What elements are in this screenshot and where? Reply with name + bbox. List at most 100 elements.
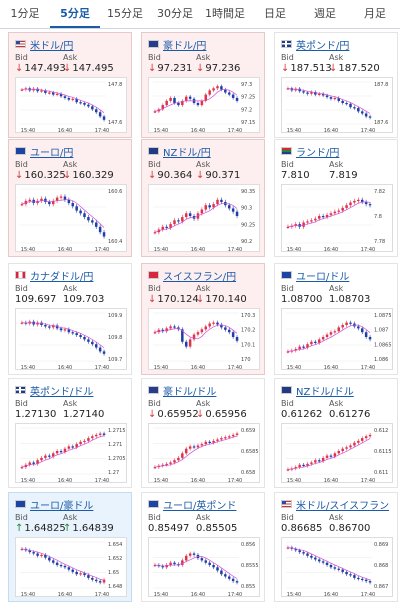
- candle-body: [314, 460, 317, 463]
- tab-1[interactable]: 5分足: [50, 0, 100, 28]
- candlestick-chart[interactable]: 147.8 147.6 15:40 16:40 17:40: [15, 77, 127, 134]
- currency-pair-link[interactable]: スイスフラン/円: [163, 271, 237, 283]
- rate-card[interactable]: ランド/円 Bid Ask 7.810 7.819 7.82 7.8 7.78 15:40 16:…: [274, 139, 398, 257]
- ask-label: Ask: [63, 399, 78, 408]
- currency-pair-link[interactable]: ユーロ/豪ドル: [30, 500, 94, 512]
- candlestick-chart[interactable]: 1.654 1.652 1.65 1.648 15:40 16:40 17:40: [15, 537, 127, 598]
- tab-3[interactable]: 30分足: [157, 7, 193, 20]
- candle-body: [306, 92, 309, 94]
- rate-card[interactable]: NZドル/円 Bid Ask ↓90.364 ↓90.371 90.35 90.3 90.25…: [141, 139, 265, 257]
- candle-body: [200, 100, 204, 106]
- candle-body: [345, 205, 348, 208]
- moving-average-line: [21, 435, 105, 468]
- ask-value: 0.86700: [329, 523, 371, 534]
- currency-pair-link[interactable]: NZドル/ドル: [296, 386, 354, 398]
- candlestick-chart[interactable]: 0.869 0.868 0.867 15:40 16:40 17:40: [281, 537, 393, 598]
- currency-pair-link[interactable]: 米ドル/スイスフラン: [296, 500, 390, 512]
- tab-5[interactable]: 日足: [264, 7, 286, 20]
- candle-body: [184, 213, 188, 218]
- currency-pair-link[interactable]: ユーロ/英ポンド: [163, 500, 237, 512]
- candlestick-chart[interactable]: 0.659 0.6585 0.658 15:40 16:40 17:40: [148, 423, 260, 484]
- y-tick-label: 109.9: [108, 313, 122, 319]
- rate-card[interactable]: 豪ドル/ドル Bid Ask ↓0.65952 ↓0.65956 0.659 0.6585 0…: [141, 378, 265, 488]
- candlestick-chart[interactable]: 97.3 97.25 97.2 97.15 15:40 16:40 17:40: [148, 77, 260, 134]
- rate-card[interactable]: 米ドル/スイスフラン Bid Ask 0.86685 0.86700 0.869 0.868…: [274, 492, 398, 602]
- currency-pair-link[interactable]: 英ポンド/ドル: [30, 386, 94, 398]
- y-tick-label: 97.25: [241, 95, 255, 101]
- rate-card[interactable]: NZドル/ドル Bid Ask 0.61262 0.61276 0.612 0.6115 0.…: [274, 378, 398, 488]
- candle-body: [94, 434, 98, 437]
- up-arrow-icon: ↑: [63, 523, 72, 534]
- rate-card[interactable]: 豪ドル/円 Bid Ask ↓97.231 ↓97.236 97.3 97.25 97.2 97…: [141, 32, 265, 138]
- candlestick-chart[interactable]: 1.2715 1.271 1.2705 1.27 15:40 16:40 17:40: [15, 423, 127, 484]
- rate-card[interactable]: 英ポンド/ドル Bid Ask 1.27130 1.27140 1.2715 1.271 1.…: [8, 378, 132, 488]
- candle-body: [59, 93, 63, 97]
- candle-body: [188, 213, 192, 216]
- candlestick-chart[interactable]: 0.612 0.6115 0.611 15:40 16:40 17:40: [281, 423, 393, 484]
- card-header: 豪ドル/円: [148, 38, 207, 52]
- candlestick-chart[interactable]: 109.9 109.8 109.7 15:40 16:40 17:40: [15, 308, 127, 371]
- rate-card[interactable]: ユーロ/豪ドル Bid Ask ↑1.64825 ↑1.64839 1.654 1.652 1…: [8, 492, 132, 602]
- candle-body: [329, 213, 333, 215]
- candle-body: [341, 569, 344, 572]
- bid-value: 0.85497: [148, 523, 190, 534]
- currency-pair-link[interactable]: 豪ドル/ドル: [163, 386, 217, 398]
- candle-body: [220, 324, 223, 328]
- candle-body: [169, 224, 172, 228]
- candle-body: [317, 460, 321, 462]
- rate-card[interactable]: ユーロ/英ポンド Bid Ask 0.85497 0.85505 0.856 0.8555 0…: [141, 492, 265, 602]
- currency-pair-link[interactable]: NZドル/円: [163, 147, 211, 159]
- candle-body: [212, 204, 215, 208]
- y-tick-label: 1.2715: [108, 428, 126, 434]
- candlestick-chart[interactable]: 0.856 0.8555 0.855 15:40 16:40 17:40: [148, 537, 260, 598]
- moving-average-line: [287, 547, 371, 581]
- rate-card[interactable]: ユーロ/ドル Bid Ask 1.08700 1.08703 1.0875 1.087 1.0…: [274, 263, 398, 375]
- currency-pair-link[interactable]: ランド/円: [296, 147, 340, 159]
- down-arrow-icon: ↓: [148, 294, 157, 305]
- currency-pair-link[interactable]: ユーロ/円: [30, 147, 74, 159]
- currency-pair-link[interactable]: 豪ドル/円: [163, 40, 207, 52]
- rate-card[interactable]: ユーロ/円 Bid Ask ↓160.325 ↓160.329 160.6 160.4 15:…: [8, 139, 132, 257]
- tab-2[interactable]: 15分足: [107, 7, 143, 20]
- tab-4[interactable]: 1時間足: [205, 7, 245, 20]
- ask-label: Ask: [329, 399, 344, 408]
- candle-body: [75, 98, 78, 103]
- candle-body: [306, 553, 309, 556]
- ask-value: 1.27140: [63, 409, 105, 420]
- candle-body: [153, 111, 157, 113]
- candle-body: [231, 332, 235, 337]
- moving-average-line: [21, 88, 105, 114]
- x-tick-label: 16:40: [191, 365, 205, 371]
- currency-pair-link[interactable]: カナダドル/円: [30, 271, 94, 283]
- y-tick-label: 1.65: [108, 570, 119, 576]
- bid-value: ↓187.513: [281, 63, 332, 74]
- candlestick-chart[interactable]: 90.35 90.3 90.25 90.2 15:40 16:40 17:40: [148, 184, 260, 253]
- candle-body: [224, 327, 227, 330]
- candlestick-chart[interactable]: 187.8 187.6 15:40 16:40 17:40: [281, 77, 393, 134]
- candle-body: [314, 218, 317, 221]
- rate-card[interactable]: カナダドル/円 Bid Ask 109.697 109.703 109.9 109.8 109…: [8, 263, 132, 375]
- currency-pair-link[interactable]: 米ドル/円: [30, 40, 74, 52]
- candlestick-chart[interactable]: 160.6 160.4 15:40 16:40 17:40: [15, 184, 127, 253]
- currency-pair-link[interactable]: 英ポンド/円: [296, 40, 350, 52]
- candle-body: [181, 329, 184, 342]
- candle-body: [83, 103, 86, 105]
- candle-body: [55, 451, 59, 454]
- rate-card[interactable]: 英ポンド/円 Bid Ask ↓187.513 ↓187.520 187.8 187.6 15…: [274, 32, 398, 138]
- candle-body: [337, 97, 341, 101]
- rate-card[interactable]: 米ドル/円 Bid Ask ↓147.493 ↓147.495 147.8 147.6 15:…: [8, 32, 132, 138]
- candle-body: [94, 109, 98, 113]
- y-tick-label: 0.867: [374, 584, 388, 590]
- candlestick-chart[interactable]: 7.82 7.8 7.78 15:40 16:40 17:40: [281, 184, 393, 253]
- tab-7[interactable]: 月足: [364, 7, 386, 20]
- candlestick-chart[interactable]: 170.3 170.2 170.1 170 15:40 16:40 17:40: [148, 308, 260, 371]
- candle-body: [364, 436, 368, 439]
- candle-body: [321, 561, 325, 563]
- currency-pair-link[interactable]: ユーロ/ドル: [296, 271, 350, 283]
- tab-6[interactable]: 週足: [314, 7, 336, 20]
- rate-card[interactable]: スイスフラン/円 Bid Ask ↓170.124 ↓170.140 170.3 170.2…: [141, 263, 265, 375]
- tab-0[interactable]: 1分足: [10, 7, 40, 20]
- candlestick-chart[interactable]: 1.0875 1.087 1.0865 1.086 15:40 16:40 17:40: [281, 308, 393, 371]
- candle-body: [59, 196, 63, 198]
- candle-body: [20, 548, 24, 551]
